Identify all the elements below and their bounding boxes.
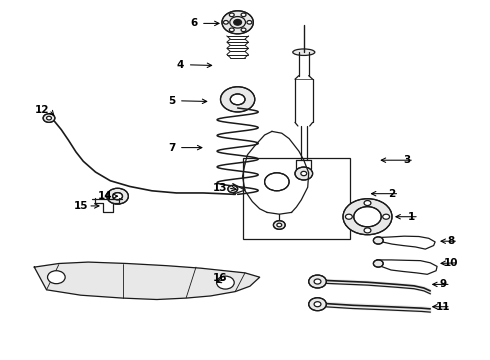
- Text: 2: 2: [389, 189, 395, 199]
- Circle shape: [43, 114, 55, 122]
- Circle shape: [48, 271, 65, 284]
- Circle shape: [314, 302, 321, 307]
- Text: 6: 6: [190, 18, 197, 28]
- Text: 7: 7: [168, 143, 175, 153]
- Circle shape: [383, 214, 390, 219]
- Text: 12: 12: [34, 105, 49, 115]
- Text: 15: 15: [74, 201, 88, 211]
- Circle shape: [241, 13, 246, 17]
- Text: 13: 13: [213, 183, 228, 193]
- Text: 5: 5: [168, 96, 175, 106]
- Circle shape: [364, 228, 371, 233]
- Circle shape: [247, 21, 252, 24]
- Text: 9: 9: [440, 279, 447, 289]
- Text: 3: 3: [403, 155, 410, 165]
- Circle shape: [47, 116, 51, 120]
- Circle shape: [277, 223, 282, 227]
- Text: 1: 1: [408, 212, 415, 222]
- Circle shape: [354, 207, 381, 227]
- Circle shape: [229, 13, 234, 17]
- Circle shape: [230, 94, 245, 105]
- Text: 11: 11: [436, 302, 451, 312]
- Circle shape: [309, 275, 326, 288]
- Text: 16: 16: [213, 273, 228, 283]
- Circle shape: [314, 279, 321, 284]
- Circle shape: [229, 28, 234, 32]
- Circle shape: [295, 167, 313, 180]
- Circle shape: [228, 185, 238, 193]
- Circle shape: [220, 87, 255, 112]
- Text: 8: 8: [447, 236, 454, 246]
- Circle shape: [373, 260, 383, 267]
- Circle shape: [345, 214, 352, 219]
- Ellipse shape: [293, 49, 315, 55]
- Circle shape: [223, 21, 228, 24]
- Bar: [243, 158, 350, 239]
- Circle shape: [217, 276, 234, 289]
- Circle shape: [234, 19, 242, 25]
- Circle shape: [301, 171, 307, 176]
- Circle shape: [241, 28, 246, 32]
- Circle shape: [343, 199, 392, 235]
- Circle shape: [273, 221, 285, 229]
- Text: 14: 14: [98, 191, 113, 201]
- Circle shape: [222, 11, 253, 34]
- Text: 10: 10: [443, 258, 458, 268]
- Text: 4: 4: [176, 60, 184, 70]
- Circle shape: [113, 193, 122, 200]
- Circle shape: [265, 173, 289, 191]
- Polygon shape: [34, 262, 260, 300]
- Circle shape: [373, 237, 383, 244]
- Circle shape: [364, 201, 371, 206]
- Circle shape: [107, 188, 128, 204]
- Circle shape: [309, 298, 326, 311]
